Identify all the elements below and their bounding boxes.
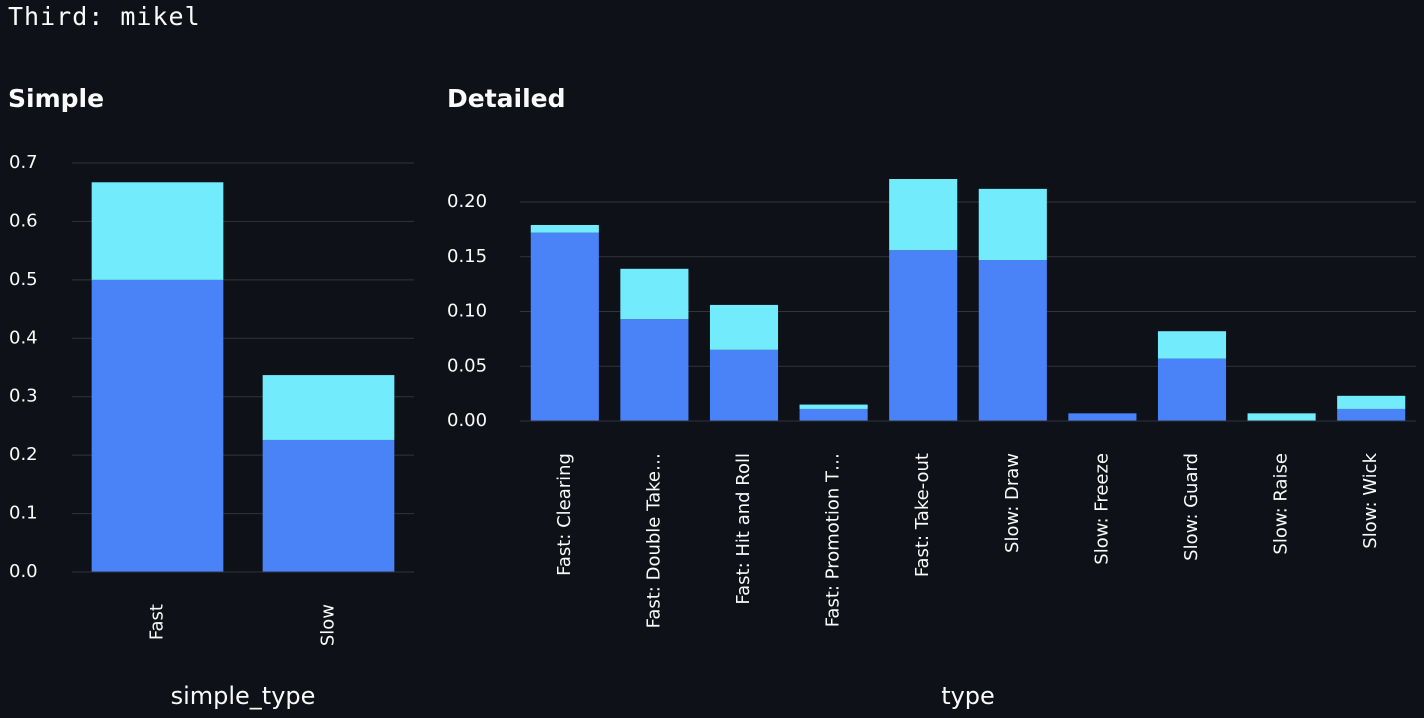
x-axis-title: simple_type — [171, 682, 316, 710]
x-axis-title: type — [941, 682, 995, 710]
bar-fast-promotion-t-series-1 — [799, 404, 868, 409]
y-tick-label: 0.05 — [447, 355, 487, 376]
bar-slow-draw-series-0 — [978, 260, 1047, 421]
bar-slow-draw-series-1 — [978, 188, 1047, 261]
y-tick-label: 0.3 — [9, 386, 38, 407]
x-tick-label: Slow: Wick — [1360, 452, 1381, 548]
bar-slow-wick-series-1 — [1337, 395, 1406, 409]
x-tick-label: Slow: Draw — [1002, 453, 1023, 553]
bar-fast-hit-and-roll-series-0 — [709, 349, 779, 421]
y-tick-label: 0.5 — [9, 269, 38, 290]
y-tick-label: 0.6 — [9, 210, 38, 231]
bar-fast-series-0 — [91, 279, 224, 572]
bar-fast-double-take-series-1 — [620, 268, 689, 320]
x-tick-label: Fast: Double Take… — [643, 453, 664, 628]
bar-slow-guard-series-0 — [1157, 358, 1227, 421]
x-tick-label: Slow: Freeze — [1091, 453, 1112, 565]
x-tick-label: Slow: Raise — [1271, 453, 1292, 555]
bar-fast-take-out-series-1 — [889, 179, 958, 251]
y-tick-label: 0.1 — [9, 503, 38, 524]
x-tick-label: Fast: Take-out — [912, 453, 933, 577]
y-tick-label: 0.10 — [447, 301, 487, 322]
y-tick-label: 0.4 — [9, 327, 38, 348]
bar-fast-hit-and-roll-series-1 — [709, 304, 779, 350]
bar-slow-freeze-series-0 — [1068, 413, 1137, 421]
bar-fast-clearing-series-1 — [530, 224, 599, 233]
bar-fast-double-take-series-0 — [620, 319, 689, 421]
y-tick-label: 0.15 — [447, 246, 487, 267]
simple-chart-title: Simple — [8, 84, 105, 113]
bar-slow-series-0 — [262, 439, 395, 572]
bar-slow-guard-series-1 — [1157, 331, 1227, 359]
y-tick-label: 0.7 — [9, 152, 38, 173]
simple-bar-chart: 0.0 0.1 0.2 0.3 0.4 0.5 0.6 0.7 Fast Slow simple_t… — [9, 152, 414, 710]
bar-fast-series-1 — [91, 182, 224, 280]
x-tick-label: Fast — [147, 604, 168, 640]
bar-fast-promotion-t-series-0 — [799, 408, 868, 421]
bar-fast-take-out-series-0 — [889, 250, 958, 421]
x-tick-label: Slow: Guard — [1181, 453, 1202, 561]
y-tick-label: 0.20 — [447, 191, 487, 212]
x-tick-label: Slow — [318, 604, 339, 646]
bar-fast-clearing-series-0 — [530, 232, 599, 421]
x-tick-label: Fast: Promotion T… — [823, 453, 844, 627]
header-text: Third: mikel — [8, 2, 201, 31]
bar-slow-series-1 — [262, 375, 395, 440]
y-tick-label: 0.00 — [447, 410, 487, 431]
bar-slow-wick-series-0 — [1337, 408, 1406, 421]
detailed-chart-title: Detailed — [447, 84, 566, 113]
x-tick-label: Fast: Clearing — [554, 453, 575, 576]
x-tick-label: Fast: Hit and Roll — [733, 453, 754, 605]
y-tick-label: 0.2 — [9, 444, 38, 465]
y-tick-label: 0.0 — [9, 561, 38, 582]
bar-slow-raise-series-1 — [1247, 413, 1316, 421]
